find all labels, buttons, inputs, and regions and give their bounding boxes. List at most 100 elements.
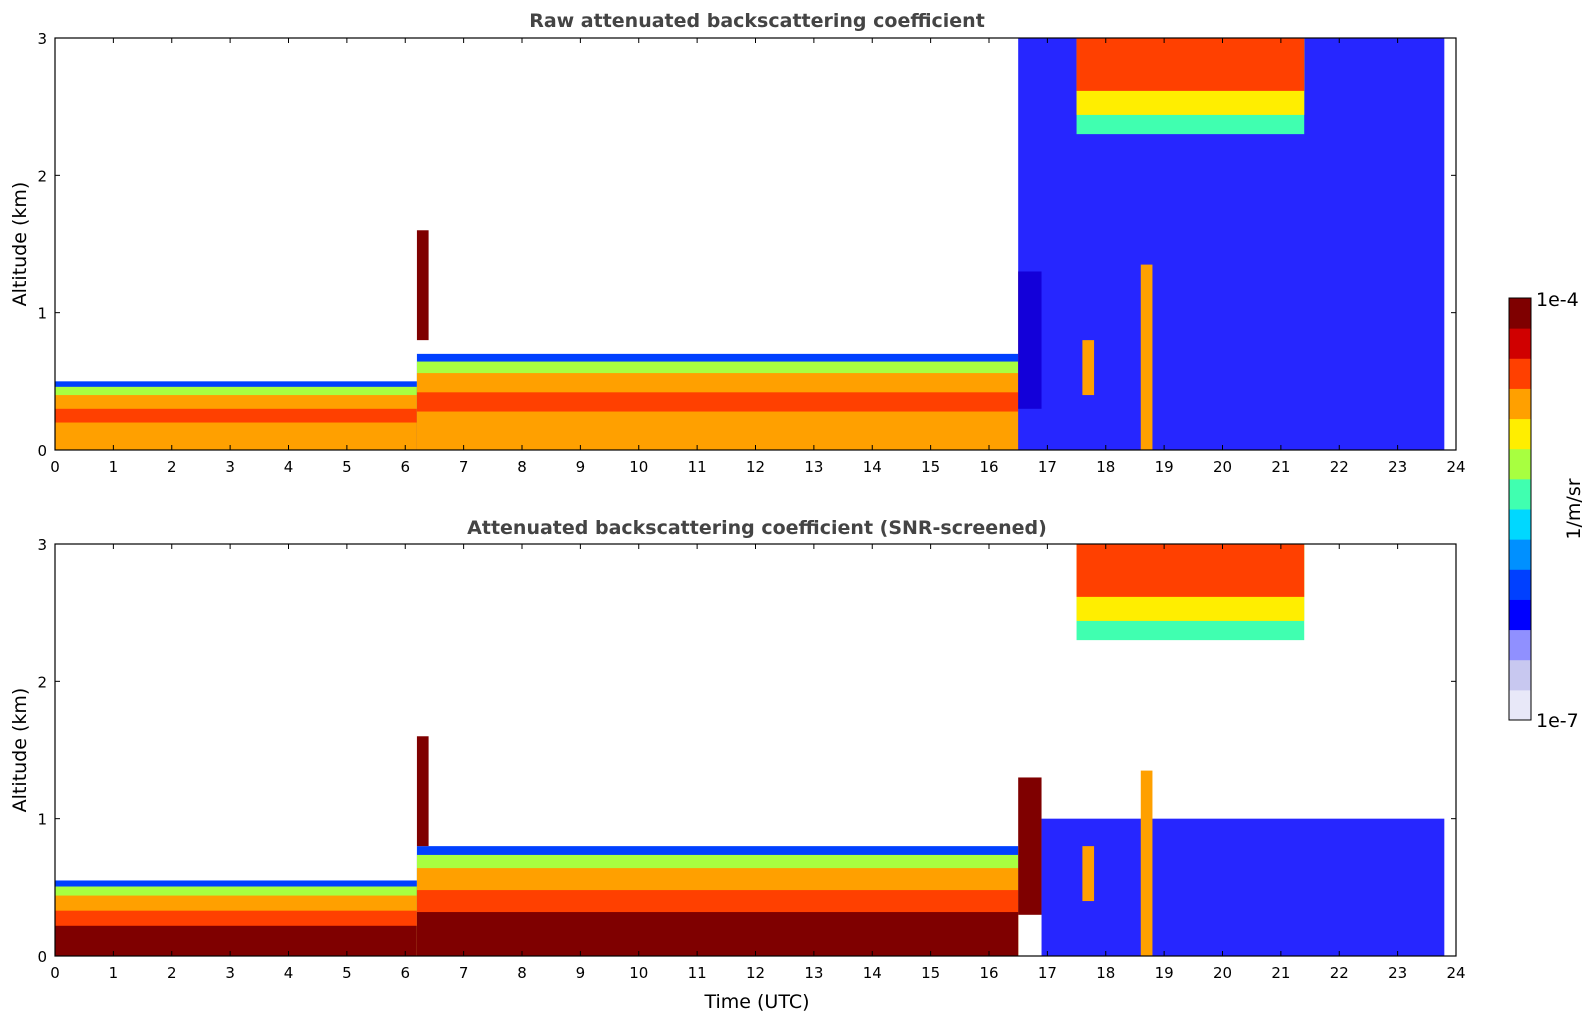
x-tick-label: 1 (109, 964, 119, 982)
y-axis-snr: 0 1 2 3 (37, 536, 1456, 966)
x-tick-label: 6 (400, 964, 410, 982)
x-tick-label: 21 (1271, 458, 1290, 476)
colorbar-band (1509, 328, 1531, 359)
x-tick-label: 14 (863, 458, 882, 476)
x-tick-label: 9 (576, 458, 586, 476)
y-tick-label: 2 (37, 673, 47, 691)
colorbar-band (1509, 539, 1531, 570)
feature-low-cloud (1018, 777, 1042, 915)
x-tick-label: 12 (746, 964, 765, 982)
colorbar-band (1509, 298, 1531, 329)
x-tick-label: 16 (979, 458, 998, 476)
y-axis-label-snr: Altitude (km) (9, 688, 31, 813)
feature-low-cloud (1082, 846, 1095, 902)
x-tick-label: 20 (1213, 964, 1232, 982)
colorbar-band (1509, 689, 1531, 721)
colorbar-band (1509, 569, 1531, 600)
feature-low-cloud (1140, 264, 1153, 450)
x-tick-label: 0 (50, 964, 60, 982)
x-tick-label: 8 (517, 458, 527, 476)
x-axis-raw: 0 1 2 3 4 5 6 7 8 9 10 11 12 13 14 15 16 17 18 19 20 21 22 23 24 (50, 38, 1466, 476)
x-tick-label: 4 (284, 964, 294, 982)
feature-high-cloud (1076, 38, 1305, 91)
x-tick-label: 3 (225, 964, 235, 982)
feature-low-cloud (1082, 340, 1095, 396)
y-axis-label-raw: Altitude (km) (9, 182, 31, 307)
y-tick-label: 0 (37, 948, 47, 966)
y-tick-label: 2 (37, 167, 47, 185)
x-tick-label: 19 (1155, 964, 1174, 982)
y-axis-raw: 0 1 2 3 (37, 30, 1456, 460)
colorbar-gradient (1509, 298, 1531, 721)
x-tick-label: 23 (1388, 964, 1407, 982)
x-tick-label: 24 (1446, 964, 1465, 982)
x-tick-label: 21 (1271, 964, 1290, 982)
colorbar-band (1509, 509, 1531, 540)
x-tick-label: 22 (1330, 964, 1349, 982)
feature-low-cloud (416, 736, 429, 847)
feature-boundary-layer-aerosol (416, 912, 1019, 956)
feature-low-cloud (416, 230, 429, 341)
x-tick-label: 11 (688, 964, 707, 982)
x-axis-snr: 0 1 2 3 4 5 6 7 8 9 10 11 12 13 14 15 16 17 18 19 20 21 22 23 24 (50, 544, 1466, 982)
x-tick-label: 14 (863, 964, 882, 982)
x-tick-label: 15 (921, 458, 940, 476)
colorbar-band (1509, 418, 1531, 450)
colorbar: 1e-4 1e-7 1/m/sr (1508, 289, 1585, 732)
x-tick-label: 10 (629, 964, 648, 982)
x-tick-label: 22 (1330, 458, 1349, 476)
chart-title-raw: Raw attenuated backscattering coefficien… (529, 10, 985, 32)
colorbar-band (1509, 478, 1531, 510)
y-tick-label: 1 (37, 305, 47, 323)
x-axis-label: Time (UTC) (703, 991, 809, 1013)
x-tick-label: 5 (342, 964, 352, 982)
colorbar-unit-label: 1/m/sr (1563, 478, 1585, 539)
y-tick-label: 3 (37, 536, 47, 554)
x-tick-label: 23 (1388, 458, 1407, 476)
x-tick-label: 2 (167, 964, 177, 982)
x-tick-label: 12 (746, 458, 765, 476)
x-tick-label: 18 (1096, 458, 1115, 476)
x-tick-label: 3 (225, 458, 235, 476)
feature-screened-low-level-return (1041, 818, 1445, 956)
colorbar-band (1509, 659, 1531, 691)
x-tick-label: 5 (342, 458, 352, 476)
colorbar-band (1509, 388, 1531, 420)
x-tick-label: 15 (921, 964, 940, 982)
x-tick-label: 0 (50, 458, 60, 476)
x-tick-label: 10 (629, 458, 648, 476)
y-tick-label: 1 (37, 811, 47, 829)
x-tick-label: 1 (109, 458, 119, 476)
colorbar-band (1509, 629, 1531, 661)
x-tick-label: 6 (400, 458, 410, 476)
y-tick-label: 0 (37, 442, 47, 460)
feature-low-cloud (1140, 770, 1153, 956)
x-tick-label: 4 (284, 458, 294, 476)
x-tick-label: 2 (167, 458, 177, 476)
y-tick-label: 3 (37, 30, 47, 48)
x-tick-label: 13 (804, 964, 823, 982)
x-tick-label: 16 (979, 964, 998, 982)
x-tick-label: 9 (576, 964, 586, 982)
panel-raw: Raw attenuated backscattering coefficien… (9, 10, 1466, 476)
x-tick-label: 7 (459, 964, 469, 982)
x-tick-label: 7 (459, 458, 469, 476)
x-tick-label: 13 (804, 458, 823, 476)
chart-title-snr: Attenuated backscattering coefficient (S… (467, 517, 1047, 539)
colorbar-max-label: 1e-4 (1536, 289, 1579, 311)
colorbar-band (1509, 448, 1531, 480)
x-tick-label: 11 (688, 458, 707, 476)
feature-boundary-layer-aerosol (55, 422, 417, 450)
colorbar-band (1509, 599, 1531, 631)
x-tick-label: 19 (1155, 458, 1174, 476)
colorbar-band (1509, 358, 1531, 389)
plot-area-snr (55, 544, 1445, 956)
x-tick-label: 17 (1038, 964, 1057, 982)
colorbar-frame (1508, 297, 1532, 721)
x-tick-label: 24 (1446, 458, 1465, 476)
x-tick-label: 17 (1038, 458, 1057, 476)
colorbar-min-label: 1e-7 (1536, 710, 1579, 732)
plot-area-raw (55, 38, 1445, 450)
panel-snr: Attenuated backscattering coefficient (S… (9, 517, 1466, 1013)
